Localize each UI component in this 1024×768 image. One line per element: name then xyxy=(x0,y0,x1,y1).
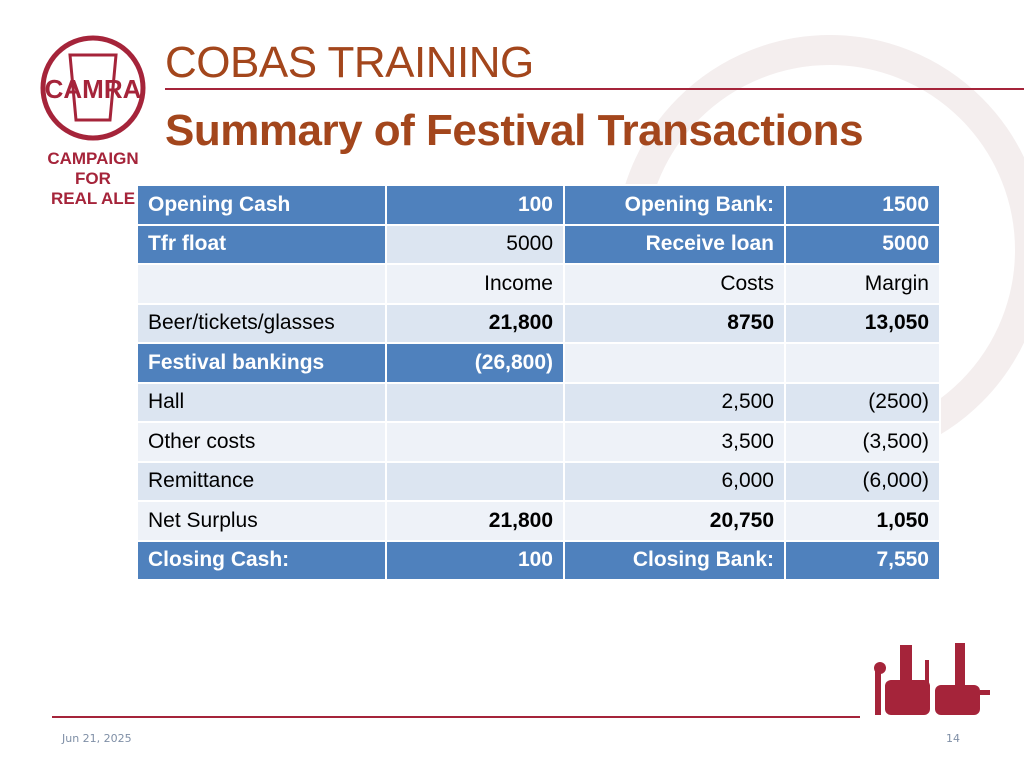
table-cell: 5000 xyxy=(784,223,941,265)
table-cell: Festival bankings xyxy=(136,342,387,384)
logo-line: REAL ALE xyxy=(51,189,135,208)
table-cell: Margin xyxy=(784,263,941,305)
table-cell: Other costs xyxy=(136,421,387,463)
subtitle: Summary of Festival Transactions xyxy=(165,106,864,155)
table-cell: 100 xyxy=(385,184,565,226)
table-cell: 21,800 xyxy=(385,302,565,344)
table-cell: Income xyxy=(385,263,565,305)
table-cell: 20,750 xyxy=(563,500,786,542)
table-cell: 13,050 xyxy=(784,302,941,344)
table-cell: 1,050 xyxy=(784,500,941,542)
footer-rule xyxy=(52,716,860,718)
table-cell: Hall xyxy=(136,381,387,423)
summary-table: Opening Cash 100 Opening Bank: 1500 Tfr flo… xyxy=(136,184,941,581)
table-cell: (3,500) xyxy=(784,421,941,463)
table-cell: Opening Bank: xyxy=(563,184,786,226)
logo-mark: CAMRA xyxy=(45,74,142,104)
table-cell xyxy=(563,342,786,384)
table-cell: 21,800 xyxy=(385,500,565,542)
table-cell: 2,500 xyxy=(563,381,786,423)
table-cell xyxy=(385,421,565,463)
table-cell: 5000 xyxy=(385,223,565,265)
table-cell: 8750 xyxy=(563,302,786,344)
table-cell: Remittance xyxy=(136,460,387,502)
table-cell: Opening Cash xyxy=(136,184,387,226)
table-cell: Receive loan xyxy=(563,223,786,265)
logo-line: CAMPAIGN xyxy=(47,149,138,168)
brewery-icon xyxy=(874,643,990,715)
logo-glass xyxy=(68,53,118,122)
footer-date: Jun 21, 2025 xyxy=(62,732,132,745)
title: COBAS TRAINING xyxy=(165,38,534,87)
table-cell: Closing Cash: xyxy=(136,539,387,581)
table-cell: Tfr float xyxy=(136,223,387,265)
table-cell xyxy=(385,460,565,502)
table-cell xyxy=(385,381,565,423)
table-cell: 100 xyxy=(385,539,565,581)
table-cell: Closing Bank: xyxy=(563,539,786,581)
table-cell: 6,000 xyxy=(563,460,786,502)
table-cell: Costs xyxy=(563,263,786,305)
table-cell xyxy=(784,342,941,384)
table-cell: (2500) xyxy=(784,381,941,423)
title-rule xyxy=(165,88,1024,90)
table-cell xyxy=(136,263,387,305)
logo-ring xyxy=(40,35,146,141)
table-cell: (6,000) xyxy=(784,460,941,502)
logo-line: FOR xyxy=(75,169,111,188)
table-cell: 3,500 xyxy=(563,421,786,463)
table-cell: (26,800) xyxy=(385,342,565,384)
table-cell: Net Surplus xyxy=(136,500,387,542)
page-number: 14 xyxy=(946,732,960,745)
table-cell: Beer/tickets/glasses xyxy=(136,302,387,344)
table-cell: 7,550 xyxy=(784,539,941,581)
table-cell: 1500 xyxy=(784,184,941,226)
